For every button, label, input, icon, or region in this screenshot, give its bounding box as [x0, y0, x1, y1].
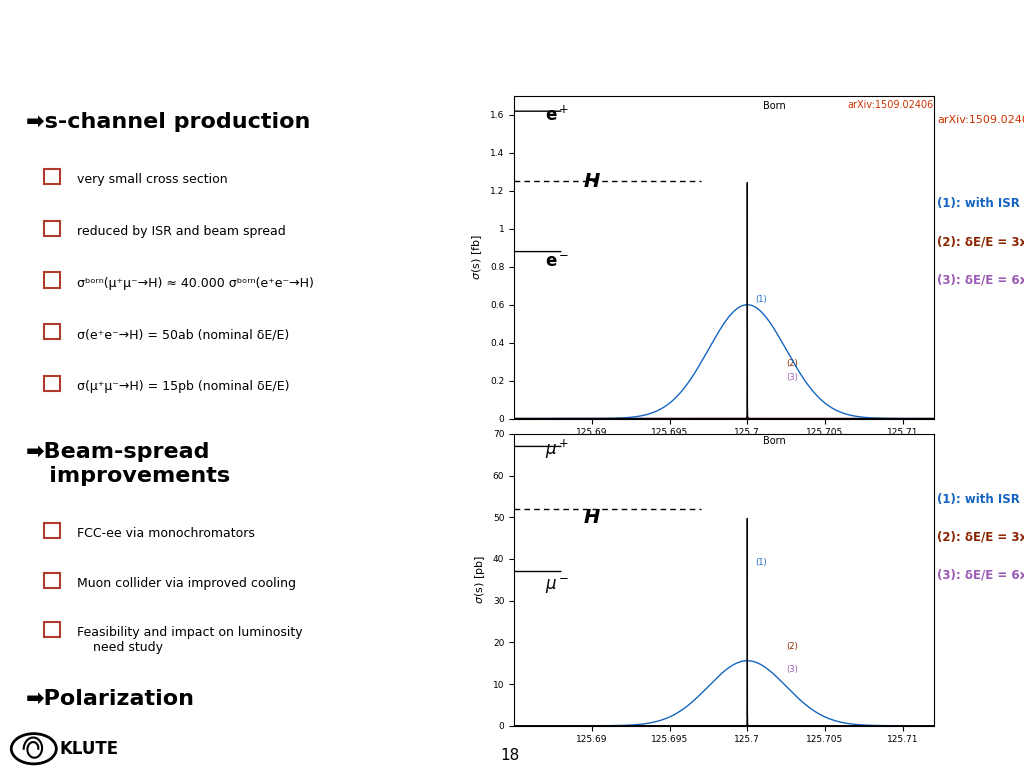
Text: $\mu^+$: $\mu^+$ — [545, 438, 569, 462]
Text: ➡Polarization: ➡Polarization — [26, 689, 195, 709]
Text: (3): δE/E = 6x10⁻⁵: (3): δE/E = 6x10⁻⁵ — [937, 273, 1024, 286]
Text: e$^-$: e$^-$ — [545, 253, 569, 271]
Text: arXiv:1509.02406: arXiv:1509.02406 — [937, 115, 1024, 125]
Text: (2): (2) — [786, 359, 798, 369]
Text: (3): (3) — [786, 664, 798, 674]
Text: (2): (2) — [786, 641, 798, 650]
Text: H: H — [584, 172, 600, 191]
Bar — [44, 273, 60, 287]
Text: (2): δE/E = 3x10⁻⁵: (2): δE/E = 3x10⁻⁵ — [937, 235, 1024, 248]
Text: arXiv:1509.02406: arXiv:1509.02406 — [848, 100, 934, 110]
Text: (3): δE/E = 6x10⁻⁵: (3): δE/E = 6x10⁻⁵ — [937, 568, 1024, 581]
Bar — [44, 169, 60, 184]
Text: $\mu^-$: $\mu^-$ — [545, 576, 569, 595]
Text: FCC-ee via monochromators: FCC-ee via monochromators — [77, 528, 255, 541]
Text: H: H — [584, 508, 600, 527]
Text: (3): (3) — [786, 372, 798, 382]
Text: Born: Born — [763, 436, 785, 446]
Text: 18: 18 — [501, 747, 519, 763]
Text: reduced by ISR and beam spread: reduced by ISR and beam spread — [77, 225, 286, 238]
Text: very small cross section: very small cross section — [77, 174, 227, 187]
Text: (1): (1) — [755, 558, 767, 568]
Bar — [44, 573, 60, 588]
Text: e$^+$: e$^+$ — [545, 105, 569, 124]
Text: Feasibility and impact on luminosity
    need study: Feasibility and impact on luminosity nee… — [77, 627, 302, 654]
Text: (1): (1) — [755, 295, 767, 304]
Bar — [44, 523, 60, 538]
Text: KLUTE: KLUTE — [59, 740, 119, 758]
Text: (1): with ISR: (1): with ISR — [937, 197, 1020, 210]
Text: σᵇᵒʳⁿ(μ⁺μ⁻→H) ≈ 40.000 σᵇᵒʳⁿ(e⁺e⁻→H): σᵇᵒʳⁿ(μ⁺μ⁻→H) ≈ 40.000 σᵇᵒʳⁿ(e⁺e⁻→H) — [77, 276, 313, 290]
Text: Born: Born — [763, 101, 785, 111]
Text: Muon collider via improved cooling: Muon collider via improved cooling — [77, 577, 296, 590]
Bar — [44, 376, 60, 391]
Text: Higgs Production at Lepton Colliders: Higgs Production at Lepton Colliders — [26, 22, 830, 59]
Text: ➡Beam-spread
   improvements: ➡Beam-spread improvements — [26, 442, 229, 485]
Text: σ(μ⁺μ⁻→H) = 15pb (nominal δE/E): σ(μ⁺μ⁻→H) = 15pb (nominal δE/E) — [77, 379, 290, 392]
Text: (2): δE/E = 3x10⁻⁵: (2): δE/E = 3x10⁻⁵ — [937, 531, 1024, 544]
Text: ➡s-channel production: ➡s-channel production — [26, 111, 310, 131]
Text: (1): with ISR: (1): with ISR — [937, 493, 1020, 506]
Y-axis label: $\sigma$(s) [pb]: $\sigma$(s) [pb] — [473, 555, 487, 604]
Y-axis label: $\sigma$(s) [fb]: $\sigma$(s) [fb] — [471, 234, 484, 280]
Text: σ(e⁺e⁻→H) = 50ab (nominal δE/E): σ(e⁺e⁻→H) = 50ab (nominal δE/E) — [77, 328, 289, 341]
Bar — [44, 221, 60, 236]
Bar — [44, 622, 60, 637]
Bar — [44, 324, 60, 339]
